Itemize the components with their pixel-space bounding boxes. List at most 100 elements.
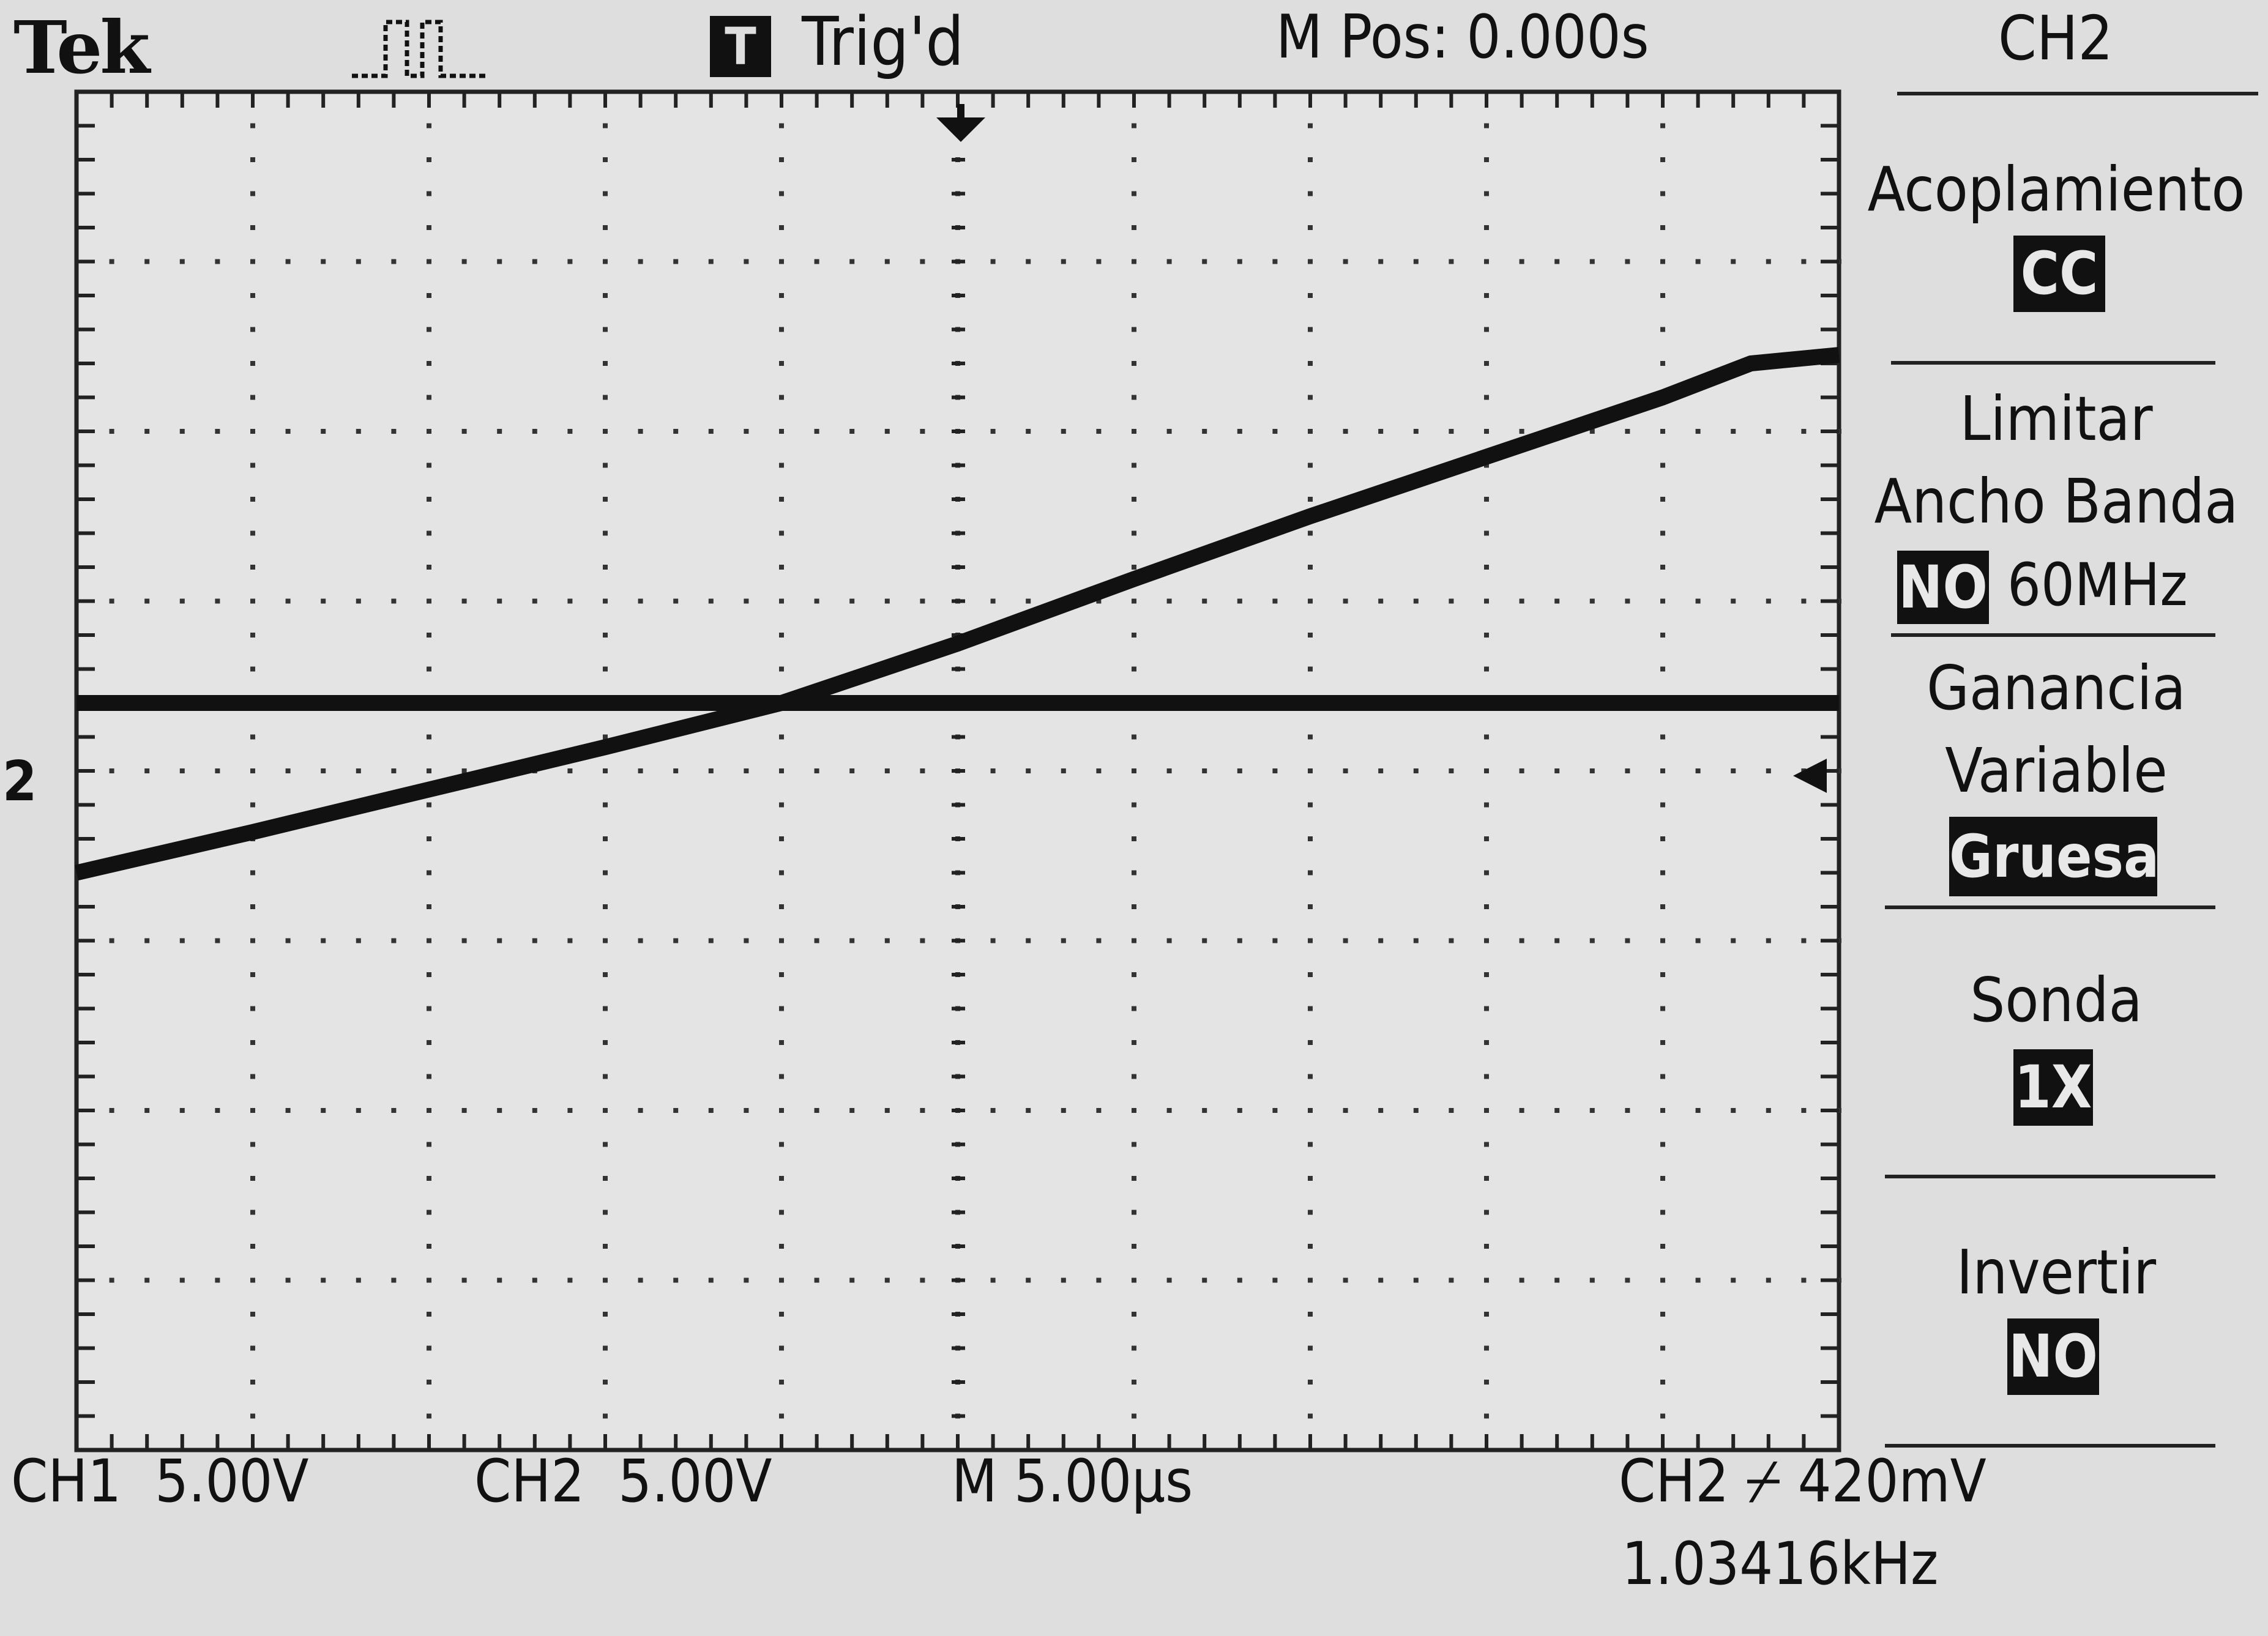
grid-dot	[1308, 734, 1313, 740]
grid-dot	[1449, 259, 1454, 264]
grid-dot	[814, 429, 819, 434]
grid-dot	[321, 1277, 326, 1283]
grid-dot	[603, 293, 608, 298]
grid-dot	[1237, 259, 1242, 264]
grid-dot	[1519, 1108, 1524, 1113]
edge-tick	[145, 92, 149, 108]
edge-tick	[674, 92, 678, 108]
grid-dot	[779, 293, 784, 298]
grid-dot	[744, 1277, 749, 1283]
edge-tick	[1203, 1434, 1207, 1450]
center-tick	[952, 1380, 965, 1384]
invert-label[interactable]: Invertir	[1956, 1236, 2157, 1308]
edge-tick	[991, 92, 995, 108]
probe-value[interactable]: 1X	[2013, 1049, 2093, 1126]
grid-dot	[884, 429, 890, 434]
grid-dot	[708, 259, 714, 264]
edge-tick	[1837, 1434, 1841, 1450]
grid-dot	[1061, 259, 1066, 264]
edge-tick	[1821, 803, 1839, 807]
edge-tick	[392, 1434, 396, 1450]
edge-tick	[251, 92, 255, 108]
bandwidth-selected-value[interactable]: NO	[1897, 551, 1989, 624]
grid-dot	[1589, 598, 1595, 604]
grid-dot	[1625, 1108, 1630, 1113]
grid-dot	[1484, 123, 1489, 128]
edge-tick	[76, 158, 95, 162]
grid-dot	[250, 565, 255, 570]
grid-dot	[1660, 1380, 1665, 1385]
grid-dot	[603, 1176, 608, 1181]
grid-dot	[215, 768, 220, 773]
trigger-position-stem	[957, 104, 964, 125]
grid-dot	[321, 1108, 326, 1113]
edge-tick	[76, 565, 95, 569]
grid-dot	[144, 1277, 150, 1283]
grid-dot	[1660, 1074, 1665, 1079]
gain-value[interactable]: Gruesa	[1949, 817, 2159, 896]
edge-tick	[1308, 92, 1312, 108]
grid-dot	[250, 1413, 255, 1419]
edge-tick	[920, 92, 925, 108]
grid-dot	[356, 429, 361, 434]
grid-dot	[1061, 768, 1066, 773]
grid-dot	[1484, 361, 1489, 366]
grid-dot	[1801, 259, 1807, 264]
grid-dot	[1308, 361, 1313, 366]
grid-dot	[1308, 327, 1313, 332]
grid-dot	[1660, 1006, 1665, 1011]
grid-dot	[1413, 768, 1419, 773]
center-tick	[952, 667, 965, 671]
grid-dot	[744, 259, 749, 264]
invert-value[interactable]: NO	[2007, 1318, 2099, 1395]
grid-dot	[1132, 259, 1136, 264]
grid-dot	[250, 633, 255, 638]
grid-dot	[1660, 1345, 1665, 1351]
bandwidth-label-line2[interactable]: Ancho Banda	[1874, 466, 2239, 537]
edge-tick	[1308, 1434, 1312, 1450]
grid-dot	[250, 1244, 255, 1249]
edge-tick	[356, 1434, 360, 1450]
grid-dot	[567, 768, 573, 773]
grid-dot	[1484, 565, 1489, 570]
grid-dot	[250, 361, 255, 366]
bandwidth-label-line1[interactable]: Limitar	[1960, 383, 2153, 455]
center-tick	[952, 939, 965, 943]
edge-tick	[75, 92, 78, 108]
grid-dot	[603, 463, 608, 468]
bandwidth-other-option[interactable]: 60MHz	[2007, 551, 2188, 619]
edge-tick	[1821, 124, 1839, 128]
coupling-value[interactable]: CC	[2013, 236, 2105, 312]
grid-dot	[427, 802, 431, 808]
edge-tick	[1414, 92, 1418, 108]
edge-tick	[1379, 92, 1383, 108]
grid-dot	[1308, 565, 1313, 570]
grid-dot	[427, 123, 431, 128]
grid-dot	[638, 1277, 643, 1283]
grid-dot	[1378, 259, 1384, 264]
grid-dot	[109, 1108, 114, 1113]
grid-dot	[1343, 259, 1348, 264]
probe-label[interactable]: Sonda	[1970, 964, 2143, 1036]
grid-dot	[1766, 768, 1771, 773]
grid-dot	[1061, 938, 1066, 943]
edge-tick	[1555, 92, 1559, 108]
edge-tick	[1520, 1434, 1524, 1450]
edge-tick	[76, 463, 95, 467]
grid-dot	[1660, 1413, 1665, 1419]
grid-dot	[1272, 598, 1278, 604]
grid-dot	[567, 429, 573, 434]
gain-label-line1[interactable]: Ganancia	[1927, 652, 2186, 724]
grid-dot	[427, 666, 431, 672]
edge-tick	[1821, 395, 1839, 400]
grid-dot	[1484, 395, 1489, 400]
grid-dot	[1484, 734, 1489, 740]
grid-dot	[1026, 429, 1031, 434]
grid-dot	[744, 429, 749, 434]
grid-dot	[884, 768, 890, 773]
grid-dot	[427, 1244, 431, 1249]
gain-label-line2[interactable]: Variable	[1945, 735, 2168, 806]
grid-dot	[1132, 666, 1136, 672]
grid-dot	[427, 530, 431, 536]
coupling-label[interactable]: Acoplamiento	[1867, 154, 2245, 225]
